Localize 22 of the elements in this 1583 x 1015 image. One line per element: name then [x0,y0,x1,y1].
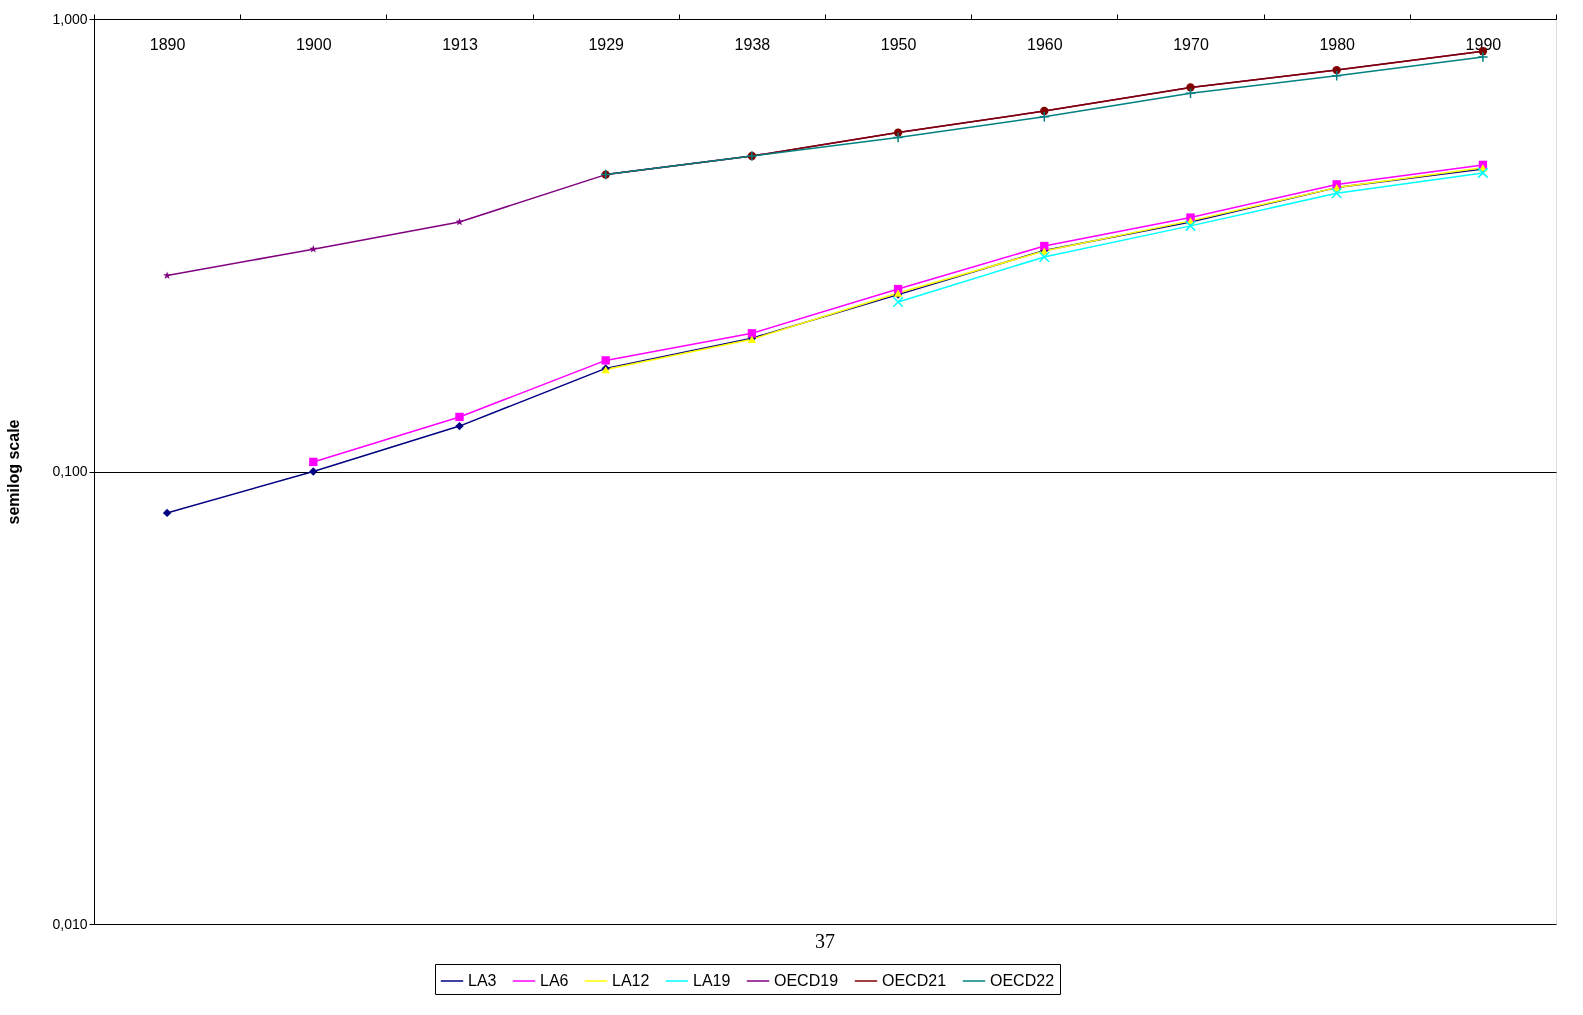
x-tick-label: 1900 [296,35,332,53]
x-tick-label: 1913 [442,35,478,53]
x-tick-label: 1938 [734,35,771,53]
x-tick-label: 1890 [149,35,186,53]
y-axis-title: semilog scale [5,419,23,525]
text: 37 [815,930,835,952]
legend-label: LA12 [612,972,650,989]
y-tick-label: 0,010 [52,915,88,932]
legend-label: OECD21 [882,972,947,989]
legend-label: LA3 [468,972,497,989]
y-tick-label: 1,000 [52,10,88,27]
x-tick-label: 1980 [1319,35,1356,53]
legend-label: OECD19 [774,972,839,989]
x-tick-label: 1970 [1173,35,1209,53]
x-tick-label: 1960 [1027,35,1063,53]
x-tick-label: 1950 [880,35,917,53]
x-tick-label: 1929 [588,35,625,53]
legend-label: LA6 [540,972,569,989]
x-tick-label: 1990 [1465,35,1502,53]
y-tick-label: 0,100 [52,463,88,479]
legend-label: LA19 [693,972,731,989]
legend-label: OECD22 [990,972,1055,989]
